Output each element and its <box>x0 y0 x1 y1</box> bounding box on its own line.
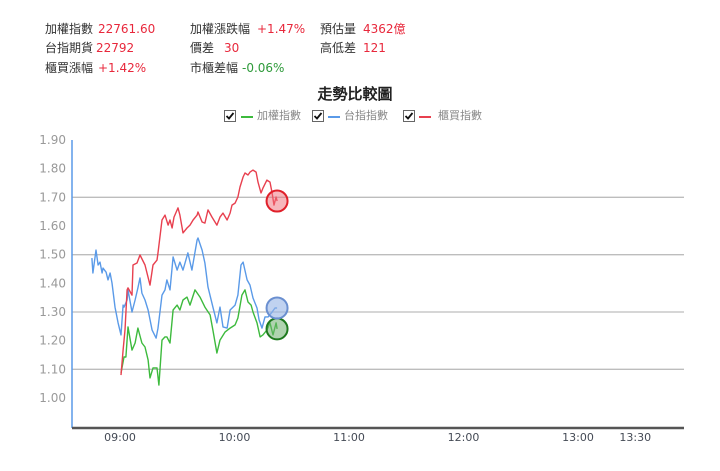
y-tick-label: 1.60 <box>39 219 66 233</box>
x-tick-label: 10:00 <box>219 431 251 444</box>
chart-title: 走勢比較圖 <box>317 85 393 103</box>
series-line <box>120 289 278 386</box>
legend-item-otc[interactable]: 櫃買指數 <box>403 109 483 123</box>
stat-label: 市櫃差幅 <box>190 61 239 75</box>
check-icon <box>404 112 414 120</box>
series-end-marker <box>265 189 289 213</box>
legend-label: 台指指數 <box>344 109 388 122</box>
stat-label: 台指期貨 <box>45 41 94 55</box>
legend-checkbox[interactable] <box>312 110 324 122</box>
y-tick-label: 1.20 <box>39 334 66 348</box>
stat-label: 加權漲跌幅 <box>190 22 251 36</box>
check-icon <box>313 112 323 120</box>
legend-item-futures[interactable]: 台指指數 <box>312 109 392 123</box>
x-tick-label: 11:00 <box>333 431 365 444</box>
y-tick-label: 1.70 <box>39 190 66 204</box>
stat-value: -0.06% <box>242 61 285 75</box>
legend-checkbox[interactable] <box>403 110 415 122</box>
stat-label: 價差 <box>190 41 215 55</box>
stat-label: 預估量 <box>320 22 357 36</box>
series-line <box>120 169 278 376</box>
x-tick-label: 12:00 <box>448 431 480 444</box>
legend-label: 櫃買指數 <box>438 109 482 122</box>
stat-value: 30 <box>224 41 240 55</box>
check-icon <box>225 112 235 120</box>
stat-label: 高低差 <box>320 41 357 55</box>
series-end-marker <box>265 296 289 320</box>
y-tick-label: 1.00 <box>39 391 66 405</box>
stat-value: +1.47% <box>257 22 306 36</box>
stat-value: 121 <box>363 41 386 55</box>
y-tick-label: 1.10 <box>39 362 66 376</box>
x-tick-label: 13:00 <box>562 431 594 444</box>
legend-swatch-blue <box>328 116 340 118</box>
legend-checkbox[interactable] <box>224 110 236 122</box>
x-tick-label: 13:30 <box>619 431 651 444</box>
stat-value: +1.42% <box>98 61 147 75</box>
stat-label: 櫃買漲幅 <box>45 61 94 75</box>
y-tick-label: 1.80 <box>39 162 66 176</box>
legend-item-taiex[interactable]: 加權指數 <box>224 109 304 123</box>
stat-value: 22761.60 <box>98 22 156 36</box>
series-line <box>91 237 278 339</box>
y-tick-label: 1.40 <box>39 276 66 290</box>
stat-label: 加權指數 <box>45 22 94 36</box>
y-tick-label: 1.90 <box>39 133 66 147</box>
legend-swatch-red <box>419 116 431 118</box>
stat-value: 4362億 <box>363 22 406 36</box>
legend-label: 加權指數 <box>257 109 301 122</box>
legend-swatch-green <box>241 116 253 118</box>
x-tick-label: 09:00 <box>104 431 136 444</box>
stat-value: 22792 <box>96 41 135 55</box>
series-end-marker <box>265 317 289 341</box>
y-tick-label: 1.50 <box>39 248 66 262</box>
y-tick-label: 1.30 <box>39 305 66 319</box>
